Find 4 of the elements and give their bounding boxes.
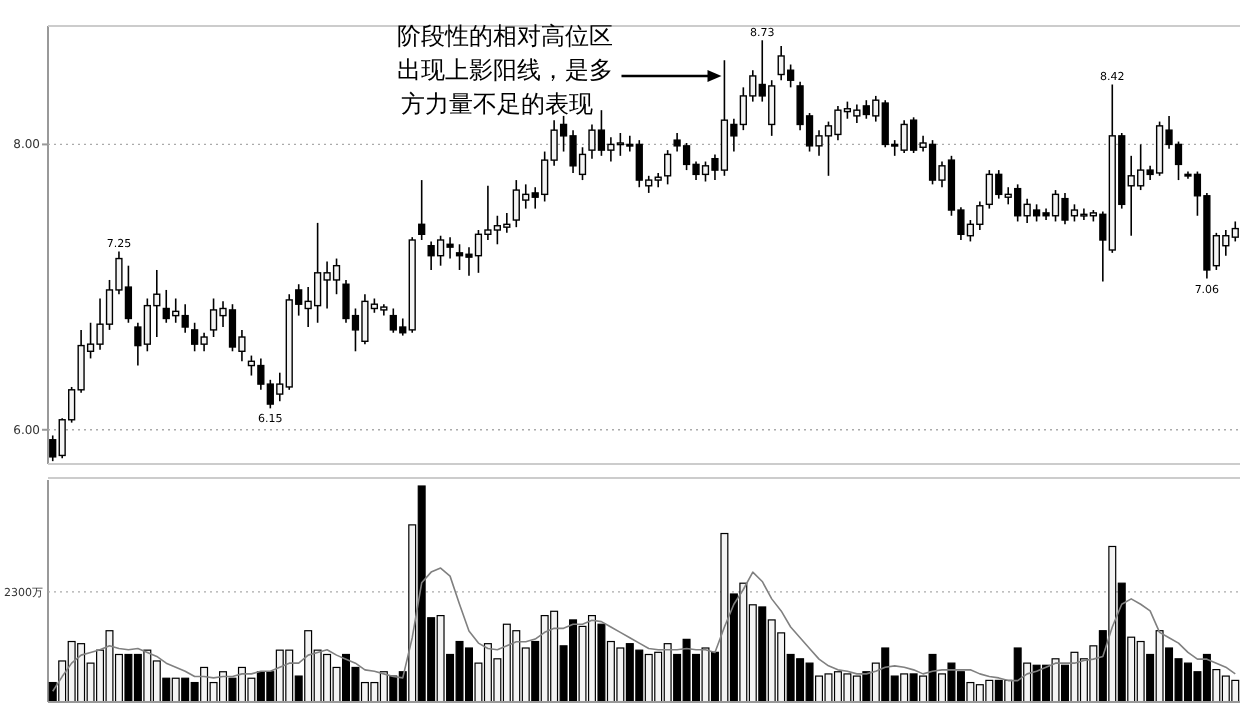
annotation: 阶段性的相对高位区出现上影阳线，是多方力量不足的表现: [397, 22, 614, 118]
candlestick: [664, 149, 672, 186]
candlestick: [247, 354, 256, 377]
candlestick: [418, 179, 426, 241]
